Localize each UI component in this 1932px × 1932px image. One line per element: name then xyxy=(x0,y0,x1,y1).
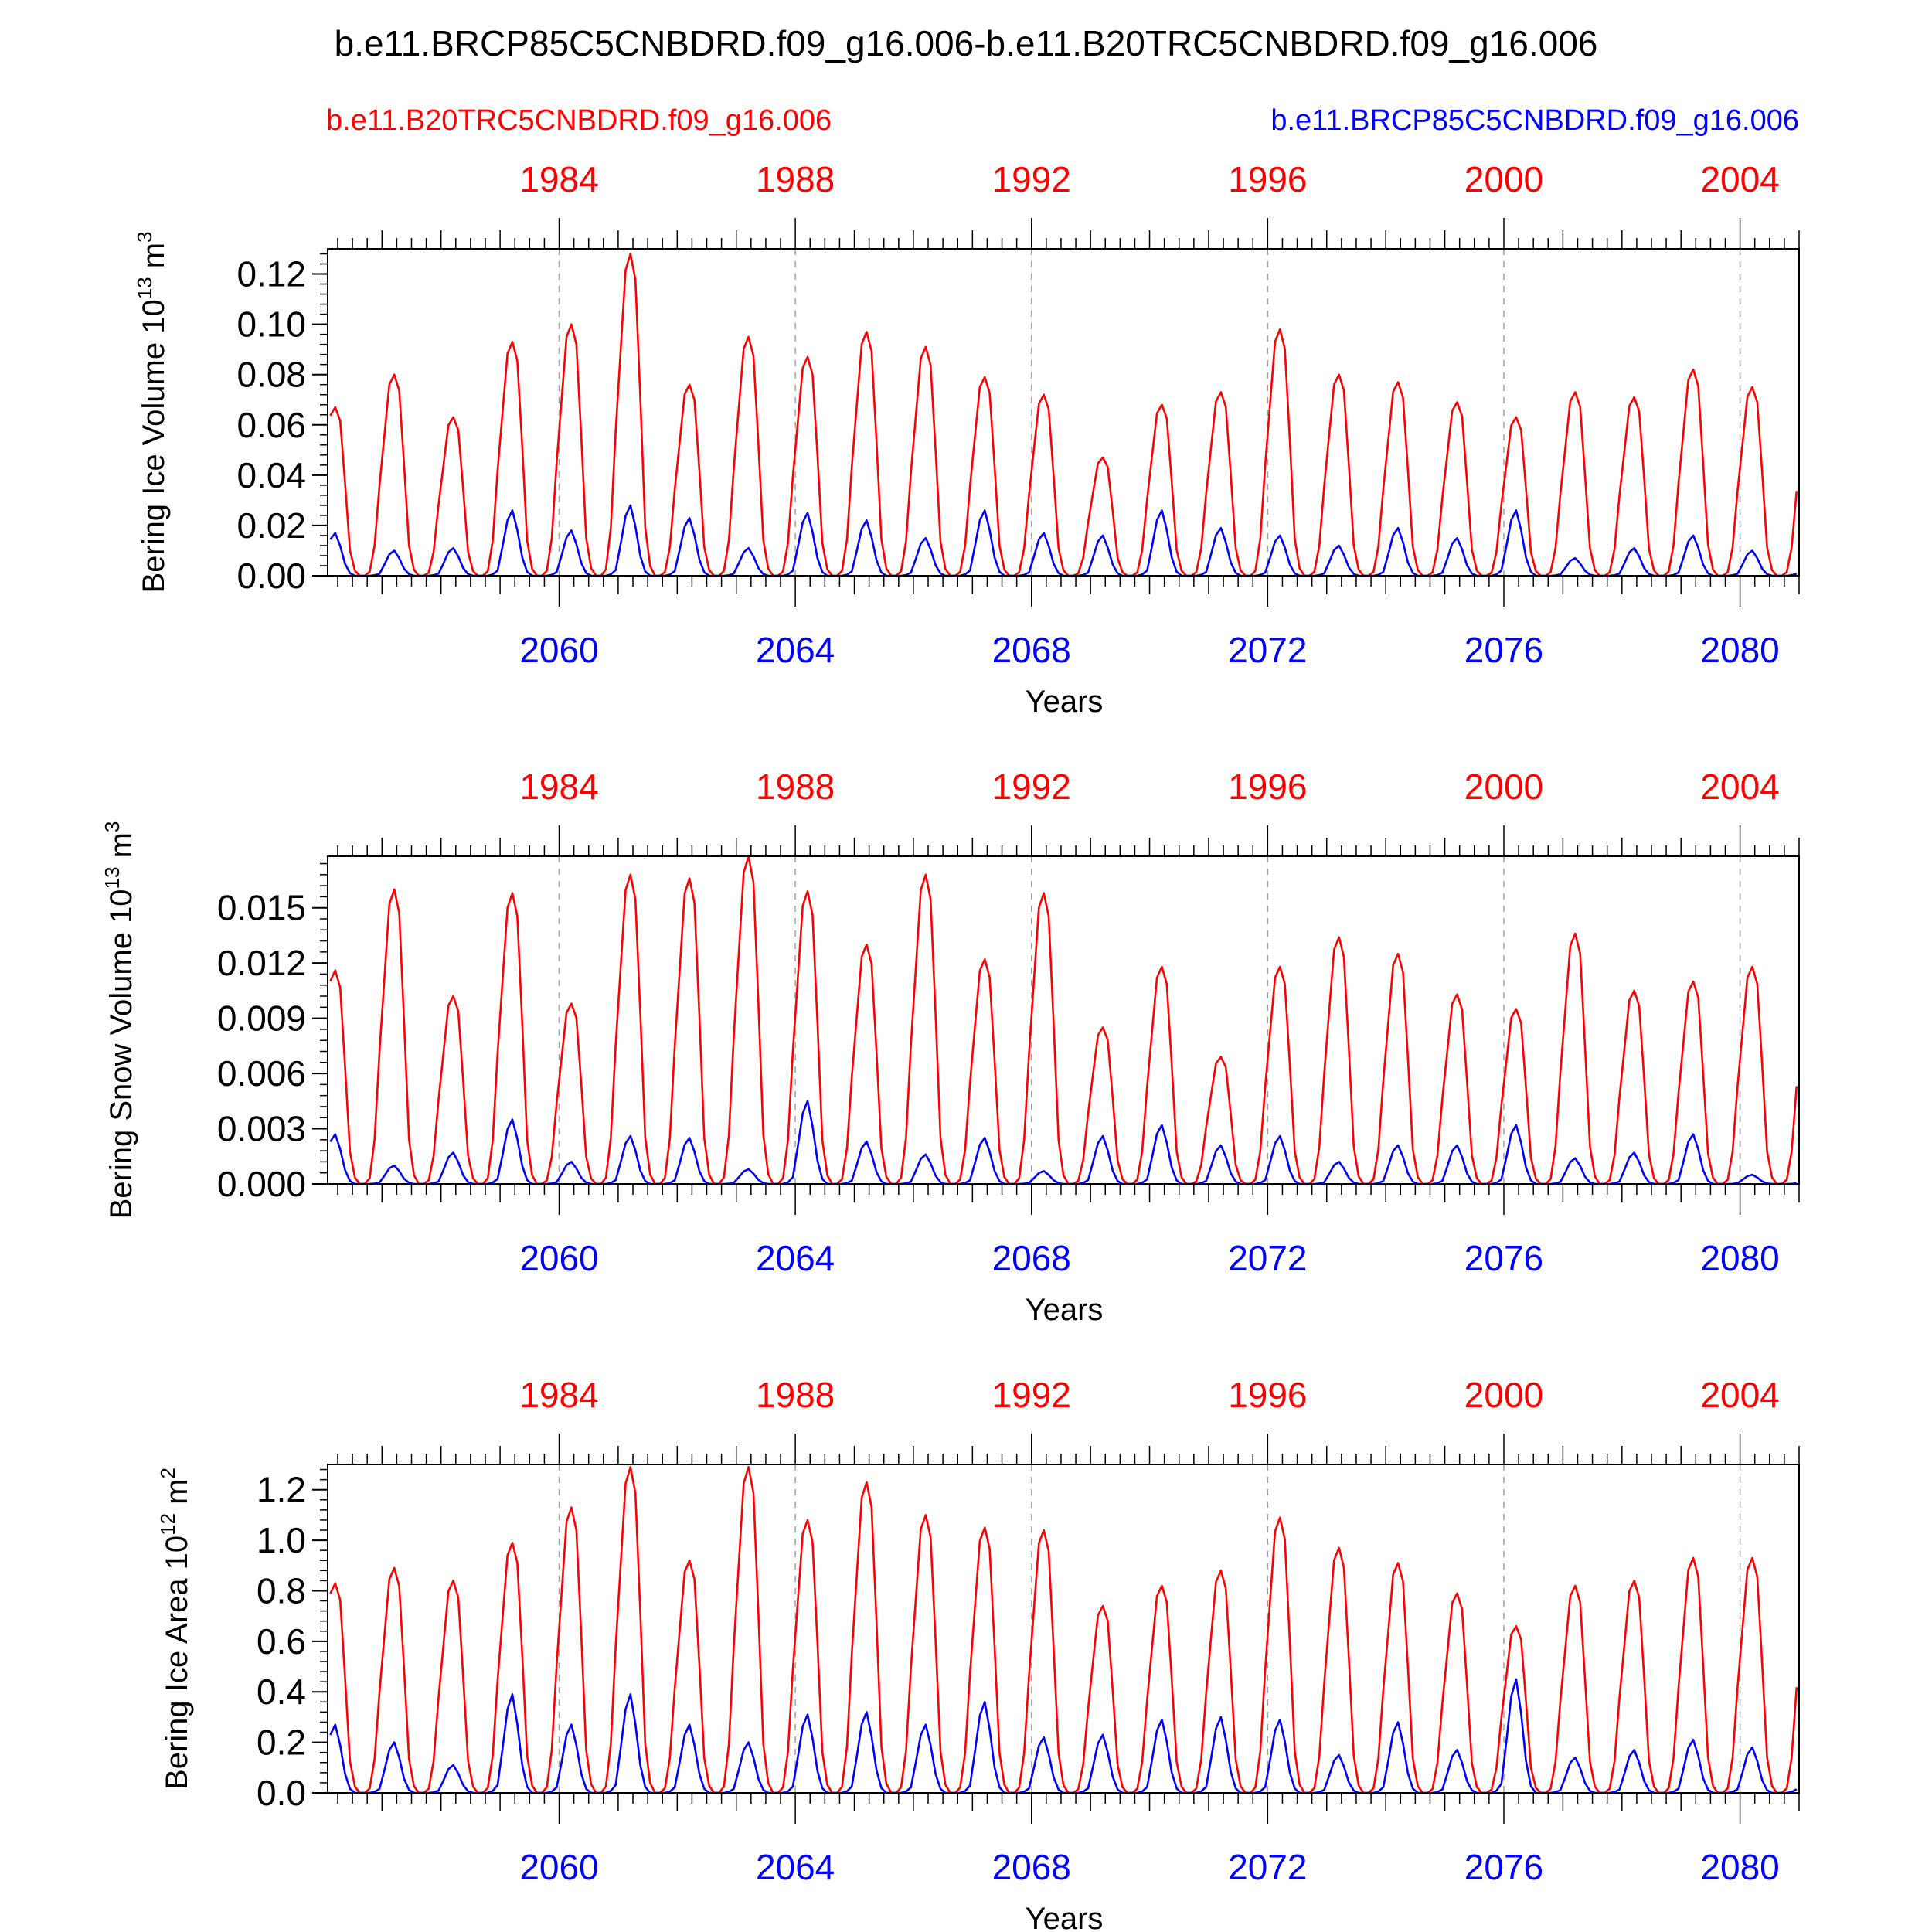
y-axis-label-main: Bering Snow Volume 10 xyxy=(104,889,138,1219)
plot-frame xyxy=(327,855,1800,1185)
bottom-year-label: 2064 xyxy=(756,1847,835,1887)
y-tick-label: 0.006 xyxy=(217,1053,306,1094)
top-year-label: 2004 xyxy=(1700,1375,1779,1415)
bottom-year-label: 2080 xyxy=(1700,630,1779,670)
bottom-year-label: 2068 xyxy=(992,1847,1071,1887)
y-tick-label: 0.003 xyxy=(217,1109,306,1149)
plot-frame xyxy=(327,1464,1800,1794)
series-blue-line xyxy=(329,1678,1798,1794)
top-year-label: 2000 xyxy=(1464,159,1543,199)
bottom-year-label: 2072 xyxy=(1228,1238,1307,1278)
y-axis-label-unit: m xyxy=(160,1479,194,1513)
y-axis-label: Bering Snow Volume 1013 m3 xyxy=(100,821,138,1219)
bottom-year-label: 2076 xyxy=(1464,1238,1543,1278)
y-tick-label: 0.009 xyxy=(217,998,306,1039)
series-red-line xyxy=(329,855,1798,1185)
bottom-year-label: 2060 xyxy=(519,630,598,670)
bottom-year-label: 2076 xyxy=(1464,1847,1543,1887)
y-axis-label-unit: m xyxy=(137,243,171,277)
bottom-year-label: 2068 xyxy=(992,630,1071,670)
y-tick-label: 0.4 xyxy=(257,1672,306,1712)
y-tick-label: 0.0 xyxy=(257,1773,306,1813)
y-axis-label-main: Bering Ice Volume 10 xyxy=(137,299,171,593)
y-tick-label: 0.08 xyxy=(236,355,306,395)
y-tick-label: 0.2 xyxy=(257,1723,306,1763)
y-tick-label: 1.0 xyxy=(257,1520,306,1560)
figure-title: b.e11.BRCP85C5CNBDRD.f09_g16.006-b.e11.B… xyxy=(335,23,1598,63)
bottom-year-label: 2064 xyxy=(756,1238,835,1278)
series-red-line xyxy=(329,253,1798,577)
y-tick-label: 0.8 xyxy=(257,1570,306,1611)
y-axis-label: Bering Ice Area 1012 m2 xyxy=(156,1468,194,1790)
chart-panel-2: 0.000 0.003 0.006 0.009 0.012 0.015 1984 1988 19… xyxy=(100,767,1800,1327)
top-year-label: 1996 xyxy=(1228,1375,1307,1415)
x-axis-label: Years xyxy=(1026,685,1104,719)
y-axis-label-unit-exponent: 3 xyxy=(100,821,124,832)
y-axis-label-unit: m xyxy=(104,832,138,866)
legend-left-label: b.e11.B20TRC5CNBDRD.f09_g16.006 xyxy=(326,104,832,137)
top-year-label: 1988 xyxy=(756,767,835,807)
top-year-label: 1988 xyxy=(756,1375,835,1415)
y-axis-label-exponent: 13 xyxy=(100,867,124,889)
chart-panel-1: 0.00 0.02 0.04 0.06 0.08 0.10 0.12 1984 1988 1992… xyxy=(133,159,1800,719)
bottom-year-label: 2072 xyxy=(1228,630,1307,670)
bottom-year-label: 2080 xyxy=(1700,1847,1779,1887)
top-year-label: 1984 xyxy=(519,767,598,807)
y-tick-label: 1.2 xyxy=(257,1470,306,1510)
x-axis-label: Years xyxy=(1026,1902,1104,1932)
y-tick-label: 0.012 xyxy=(217,943,306,983)
y-axis-label-unit-exponent: 2 xyxy=(156,1468,179,1478)
top-year-label: 1984 xyxy=(519,1375,598,1415)
y-tick-label: 0.6 xyxy=(257,1621,306,1662)
top-year-label: 1996 xyxy=(1228,159,1307,199)
y-tick-label: 0.12 xyxy=(236,254,306,294)
top-year-label: 1992 xyxy=(992,1375,1071,1415)
y-axis-label-exponent: 13 xyxy=(133,277,156,299)
y-tick-label: 0.000 xyxy=(217,1164,306,1204)
y-tick-label: 0.04 xyxy=(236,455,306,495)
top-year-label: 1988 xyxy=(756,159,835,199)
top-year-label: 1992 xyxy=(992,159,1071,199)
y-axis-label-exponent: 12 xyxy=(156,1513,179,1536)
y-axis-label: Bering Ice Volume 1013 m3 xyxy=(133,231,171,593)
top-year-label: 2000 xyxy=(1464,767,1543,807)
top-year-label: 2004 xyxy=(1700,159,1779,199)
bottom-year-label: 2072 xyxy=(1228,1847,1307,1887)
bottom-year-label: 2080 xyxy=(1700,1238,1779,1278)
top-year-label: 1992 xyxy=(992,767,1071,807)
top-year-label: 2000 xyxy=(1464,1375,1543,1415)
top-year-label: 2004 xyxy=(1700,767,1779,807)
y-tick-label: 0.015 xyxy=(217,888,306,928)
y-tick-label: 0.06 xyxy=(236,405,306,445)
chart-panel-3: 0.0 0.2 0.4 0.6 0.8 1.0 1.2 1984 1988 1992 1996 200… xyxy=(156,1375,1800,1932)
bottom-year-label: 2060 xyxy=(519,1847,598,1887)
y-tick-label: 0.02 xyxy=(236,505,306,546)
series-red-line xyxy=(329,1466,1798,1794)
top-year-label: 1984 xyxy=(519,159,598,199)
bottom-year-label: 2064 xyxy=(756,630,835,670)
y-axis-label-unit-exponent: 3 xyxy=(133,231,156,242)
y-tick-label: 0.00 xyxy=(236,556,306,596)
bottom-year-label: 2060 xyxy=(519,1238,598,1278)
y-tick-label: 0.10 xyxy=(236,304,306,345)
x-axis-label: Years xyxy=(1026,1293,1104,1327)
legend-right-label: b.e11.BRCP85C5CNBDRD.f09_g16.006 xyxy=(1270,104,1799,137)
plot-frame xyxy=(327,248,1800,577)
bottom-year-label: 2068 xyxy=(992,1238,1071,1278)
series-blue-line xyxy=(329,504,1798,577)
y-axis-label-main: Bering Ice Area 10 xyxy=(160,1536,194,1790)
bottom-year-label: 2076 xyxy=(1464,630,1543,670)
top-year-label: 1996 xyxy=(1228,767,1307,807)
